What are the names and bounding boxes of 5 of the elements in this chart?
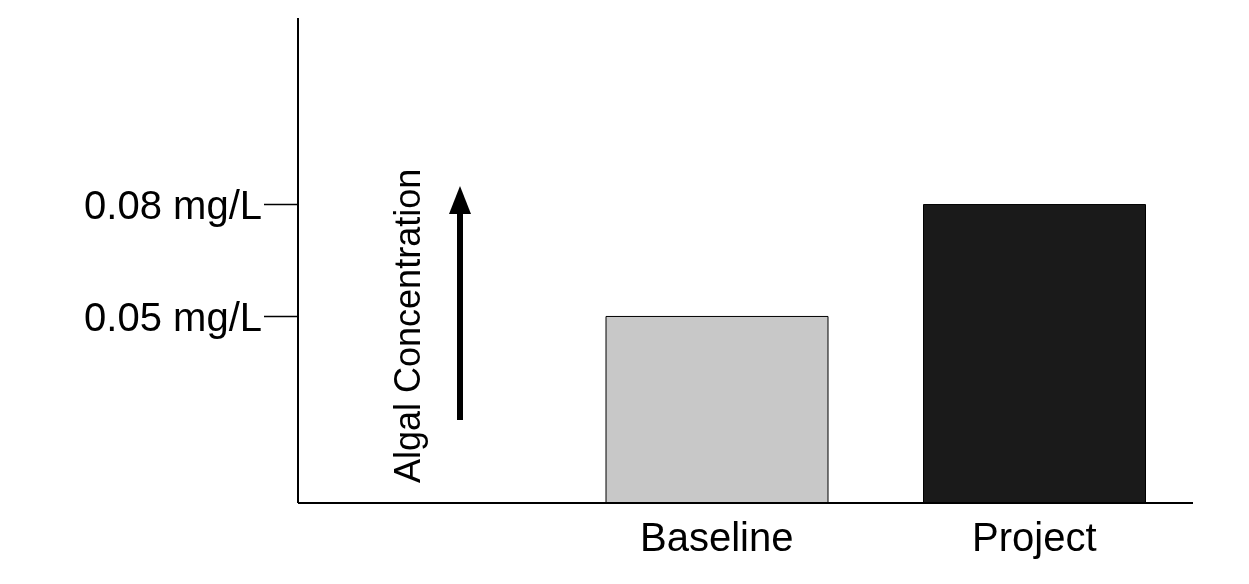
y-axis-title: Algal Concentration bbox=[387, 168, 428, 483]
y-tick-label: 0.08 mg/L bbox=[84, 182, 262, 227]
y-tick-label: 0.05 mg/L bbox=[84, 294, 262, 339]
x-tick-label: Project bbox=[972, 515, 1097, 560]
x-tick-label: Baseline bbox=[640, 515, 794, 560]
